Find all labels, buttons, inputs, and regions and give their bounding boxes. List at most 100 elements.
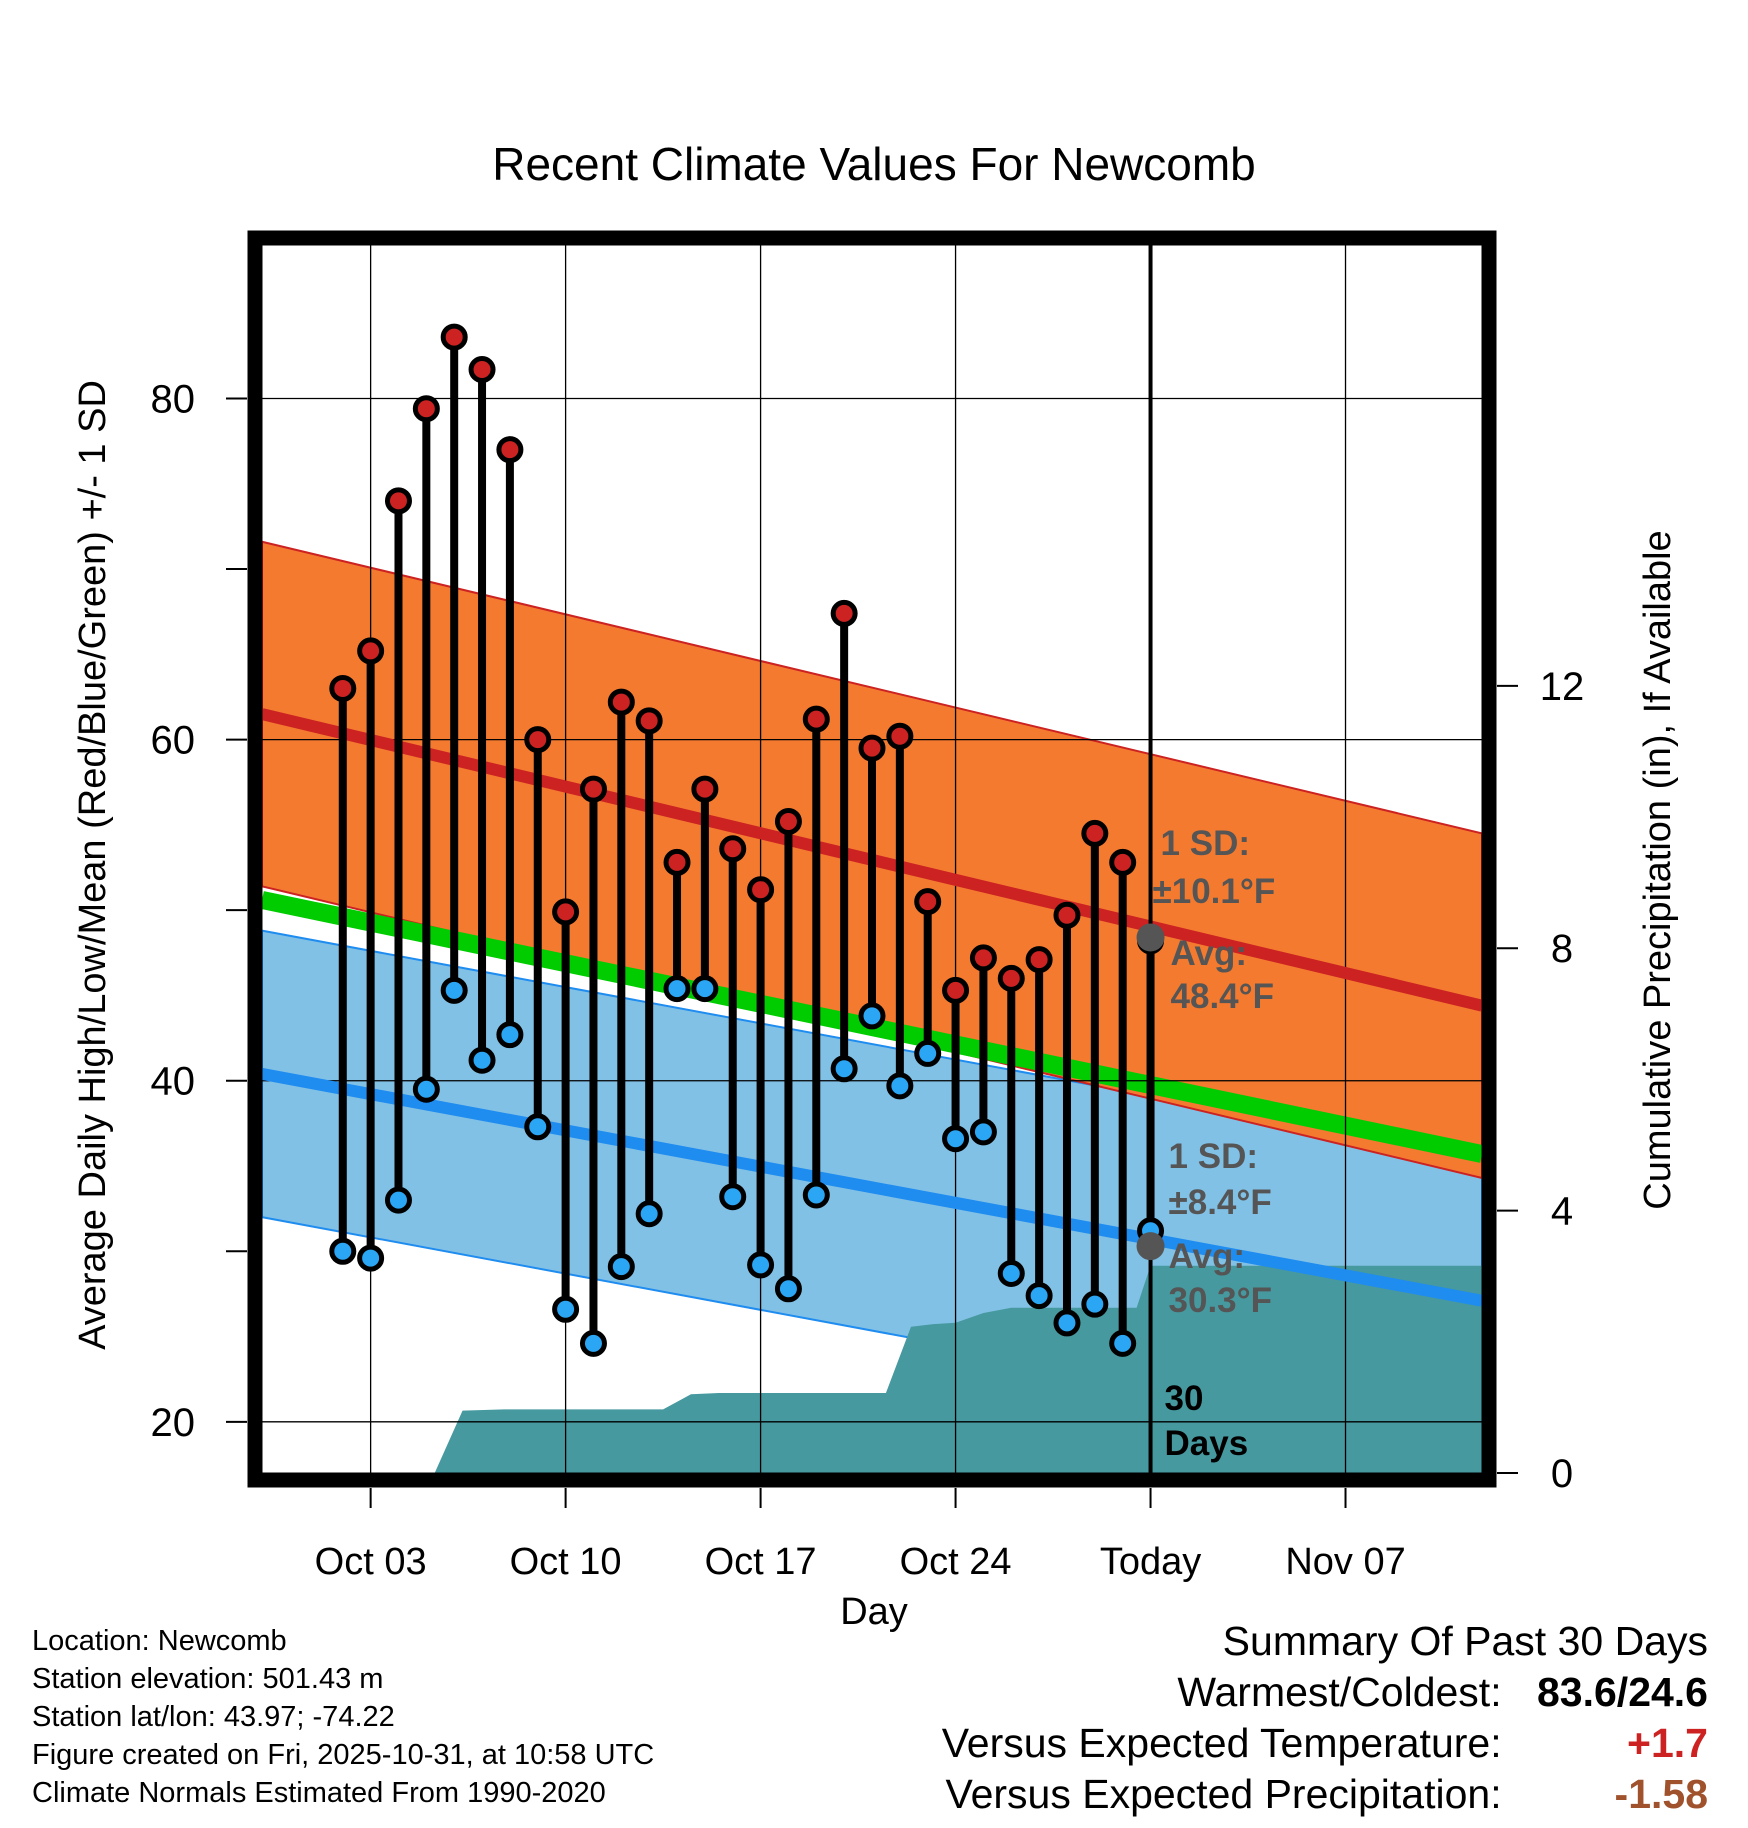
high-temp-point — [914, 888, 942, 916]
warmest-label: Warmest/Coldest: — [1177, 1669, 1502, 1715]
low-temp-point — [969, 1118, 997, 1146]
low-temp-point — [579, 1329, 607, 1357]
low-temp-point — [997, 1259, 1025, 1287]
low-temp-point — [384, 1186, 412, 1214]
high-temp-point — [942, 976, 970, 1004]
low-temp-point — [1081, 1290, 1109, 1318]
day-bar — [1081, 819, 1109, 1318]
high-temp-point — [663, 848, 691, 876]
low-temp-point — [524, 1113, 552, 1141]
day-bar — [942, 976, 970, 1153]
day-bar — [635, 707, 663, 1228]
high-temp-point — [997, 964, 1025, 992]
high-temp-point — [1025, 946, 1053, 974]
precip-area — [434, 1265, 1482, 1473]
low-temp-point — [774, 1275, 802, 1303]
x-tick-label: Oct 24 — [900, 1541, 1012, 1583]
y-left-tick-label: 60 — [151, 719, 196, 763]
low-temp-point — [468, 1046, 496, 1074]
days-word-label: Days — [1165, 1424, 1249, 1463]
day-bar — [663, 848, 691, 1003]
day-bar — [886, 722, 914, 1100]
low-temp-point — [607, 1253, 635, 1281]
summary-warmest-row: Warmest/Coldest: 83.6/24.6 — [942, 1667, 1708, 1718]
x-tick-label: Oct 17 — [705, 1541, 817, 1583]
axes: 20 40 60 80 0 4 8 12 Oct 03 Oct 10 Oct 17 Oct 24 Tod… — [151, 230, 1584, 1583]
day-bar — [357, 637, 385, 1272]
high-sd-value: ±10.1°F — [1153, 872, 1276, 911]
today-low-avg-dot — [1136, 1232, 1165, 1261]
precip-value: -1.58 — [1614, 1771, 1708, 1817]
high-temp-point — [579, 775, 607, 803]
day-bar — [440, 323, 468, 1004]
high-temp-point — [384, 487, 412, 515]
day-bar — [1053, 901, 1081, 1337]
x-tick-label: Oct 03 — [315, 1541, 427, 1583]
y-axis-title-right: Cumulative Precipitation (in), If Availa… — [1637, 530, 1679, 1209]
day-bar — [997, 964, 1025, 1287]
x-tick-label: Today — [1100, 1541, 1201, 1583]
summary-precip-row: Versus Expected Precipitation: -1.58 — [942, 1769, 1709, 1820]
day-bar — [496, 436, 524, 1049]
temp-value: +1.7 — [1627, 1720, 1708, 1766]
x-tick-label: Oct 10 — [510, 1541, 622, 1583]
y-left-tick-label: 80 — [151, 378, 196, 422]
chart-title: Recent Climate Values For Newcomb — [492, 138, 1256, 190]
high-temp-point — [802, 705, 830, 733]
high-temp-point — [357, 637, 385, 665]
normal-low-line — [260, 1068, 1484, 1307]
day-bar — [830, 599, 858, 1083]
day-bar — [719, 835, 747, 1211]
normals-text: Climate Normals Estimated From 1990-2020 — [32, 1777, 606, 1809]
high-sd-label: 1 SD: — [1161, 824, 1250, 863]
low-temp-point — [858, 1002, 886, 1030]
precip-label: Versus Expected Precipitation: — [945, 1771, 1502, 1817]
high-temp-point — [719, 835, 747, 863]
low-sd-label: 1 SD: — [1169, 1137, 1258, 1176]
day-bar — [524, 726, 552, 1141]
y-left-tick-label: 40 — [151, 1060, 196, 1104]
low-temp-point — [357, 1244, 385, 1272]
warmest-value: 83.6/24.6 — [1537, 1669, 1708, 1715]
temp-label: Versus Expected Temperature: — [941, 1720, 1502, 1766]
high-temp-point — [691, 775, 719, 803]
day-bar — [914, 888, 942, 1067]
high-temp-point — [858, 734, 886, 762]
y-left-tick-label: 20 — [151, 1401, 196, 1445]
day-bar — [691, 775, 719, 1003]
location-text: Location: Newcomb — [32, 1625, 287, 1657]
high-temp-point — [747, 876, 775, 904]
summary-panel: Summary Of Past 30 Days Warmest/Coldest:… — [942, 1616, 1708, 1820]
summary-temp-row: Versus Expected Temperature: +1.7 — [942, 1718, 1708, 1769]
y-right-tick-label: 8 — [1551, 927, 1573, 971]
high-avg-label: Avg: — [1171, 934, 1247, 973]
high-temp-point — [1081, 819, 1109, 847]
day-bar — [579, 775, 607, 1357]
low-temp-point — [1025, 1282, 1053, 1310]
low-temp-point — [830, 1055, 858, 1083]
day-bar — [552, 898, 580, 1323]
high-avg-value: 48.4°F — [1171, 977, 1275, 1016]
high-temp-point — [830, 599, 858, 627]
high-temp-point — [1053, 901, 1081, 929]
low-temp-point — [802, 1181, 830, 1209]
summary-title: Summary Of Past 30 Days — [1222, 1618, 1708, 1664]
day-bar — [747, 876, 775, 1279]
high-temp-point — [412, 395, 440, 423]
low-avg-value: 30.3°F — [1169, 1281, 1273, 1320]
days-count-label: 30 — [1165, 1379, 1204, 1418]
elevation-text: Station elevation: 501.43 m — [32, 1663, 384, 1695]
high-temp-point — [496, 436, 524, 464]
station-info: Location: Newcomb Station elevation: 501… — [32, 1622, 654, 1812]
high-temp-point — [969, 944, 997, 972]
y-right-tick-label: 0 — [1551, 1452, 1573, 1496]
low-temp-point — [663, 975, 691, 1003]
high-temp-point — [886, 722, 914, 750]
plot-area: 1 SD: ±10.1°F Avg: 48.4°F 1 SD: ±8.4°F Avg: 30.… — [260, 245, 1484, 1473]
high-temp-point — [468, 356, 496, 384]
low-temp-point — [412, 1075, 440, 1103]
high-temp-point — [552, 898, 580, 926]
high-temp-point — [329, 674, 357, 702]
x-tick-label: Nov 07 — [1285, 1541, 1405, 1583]
